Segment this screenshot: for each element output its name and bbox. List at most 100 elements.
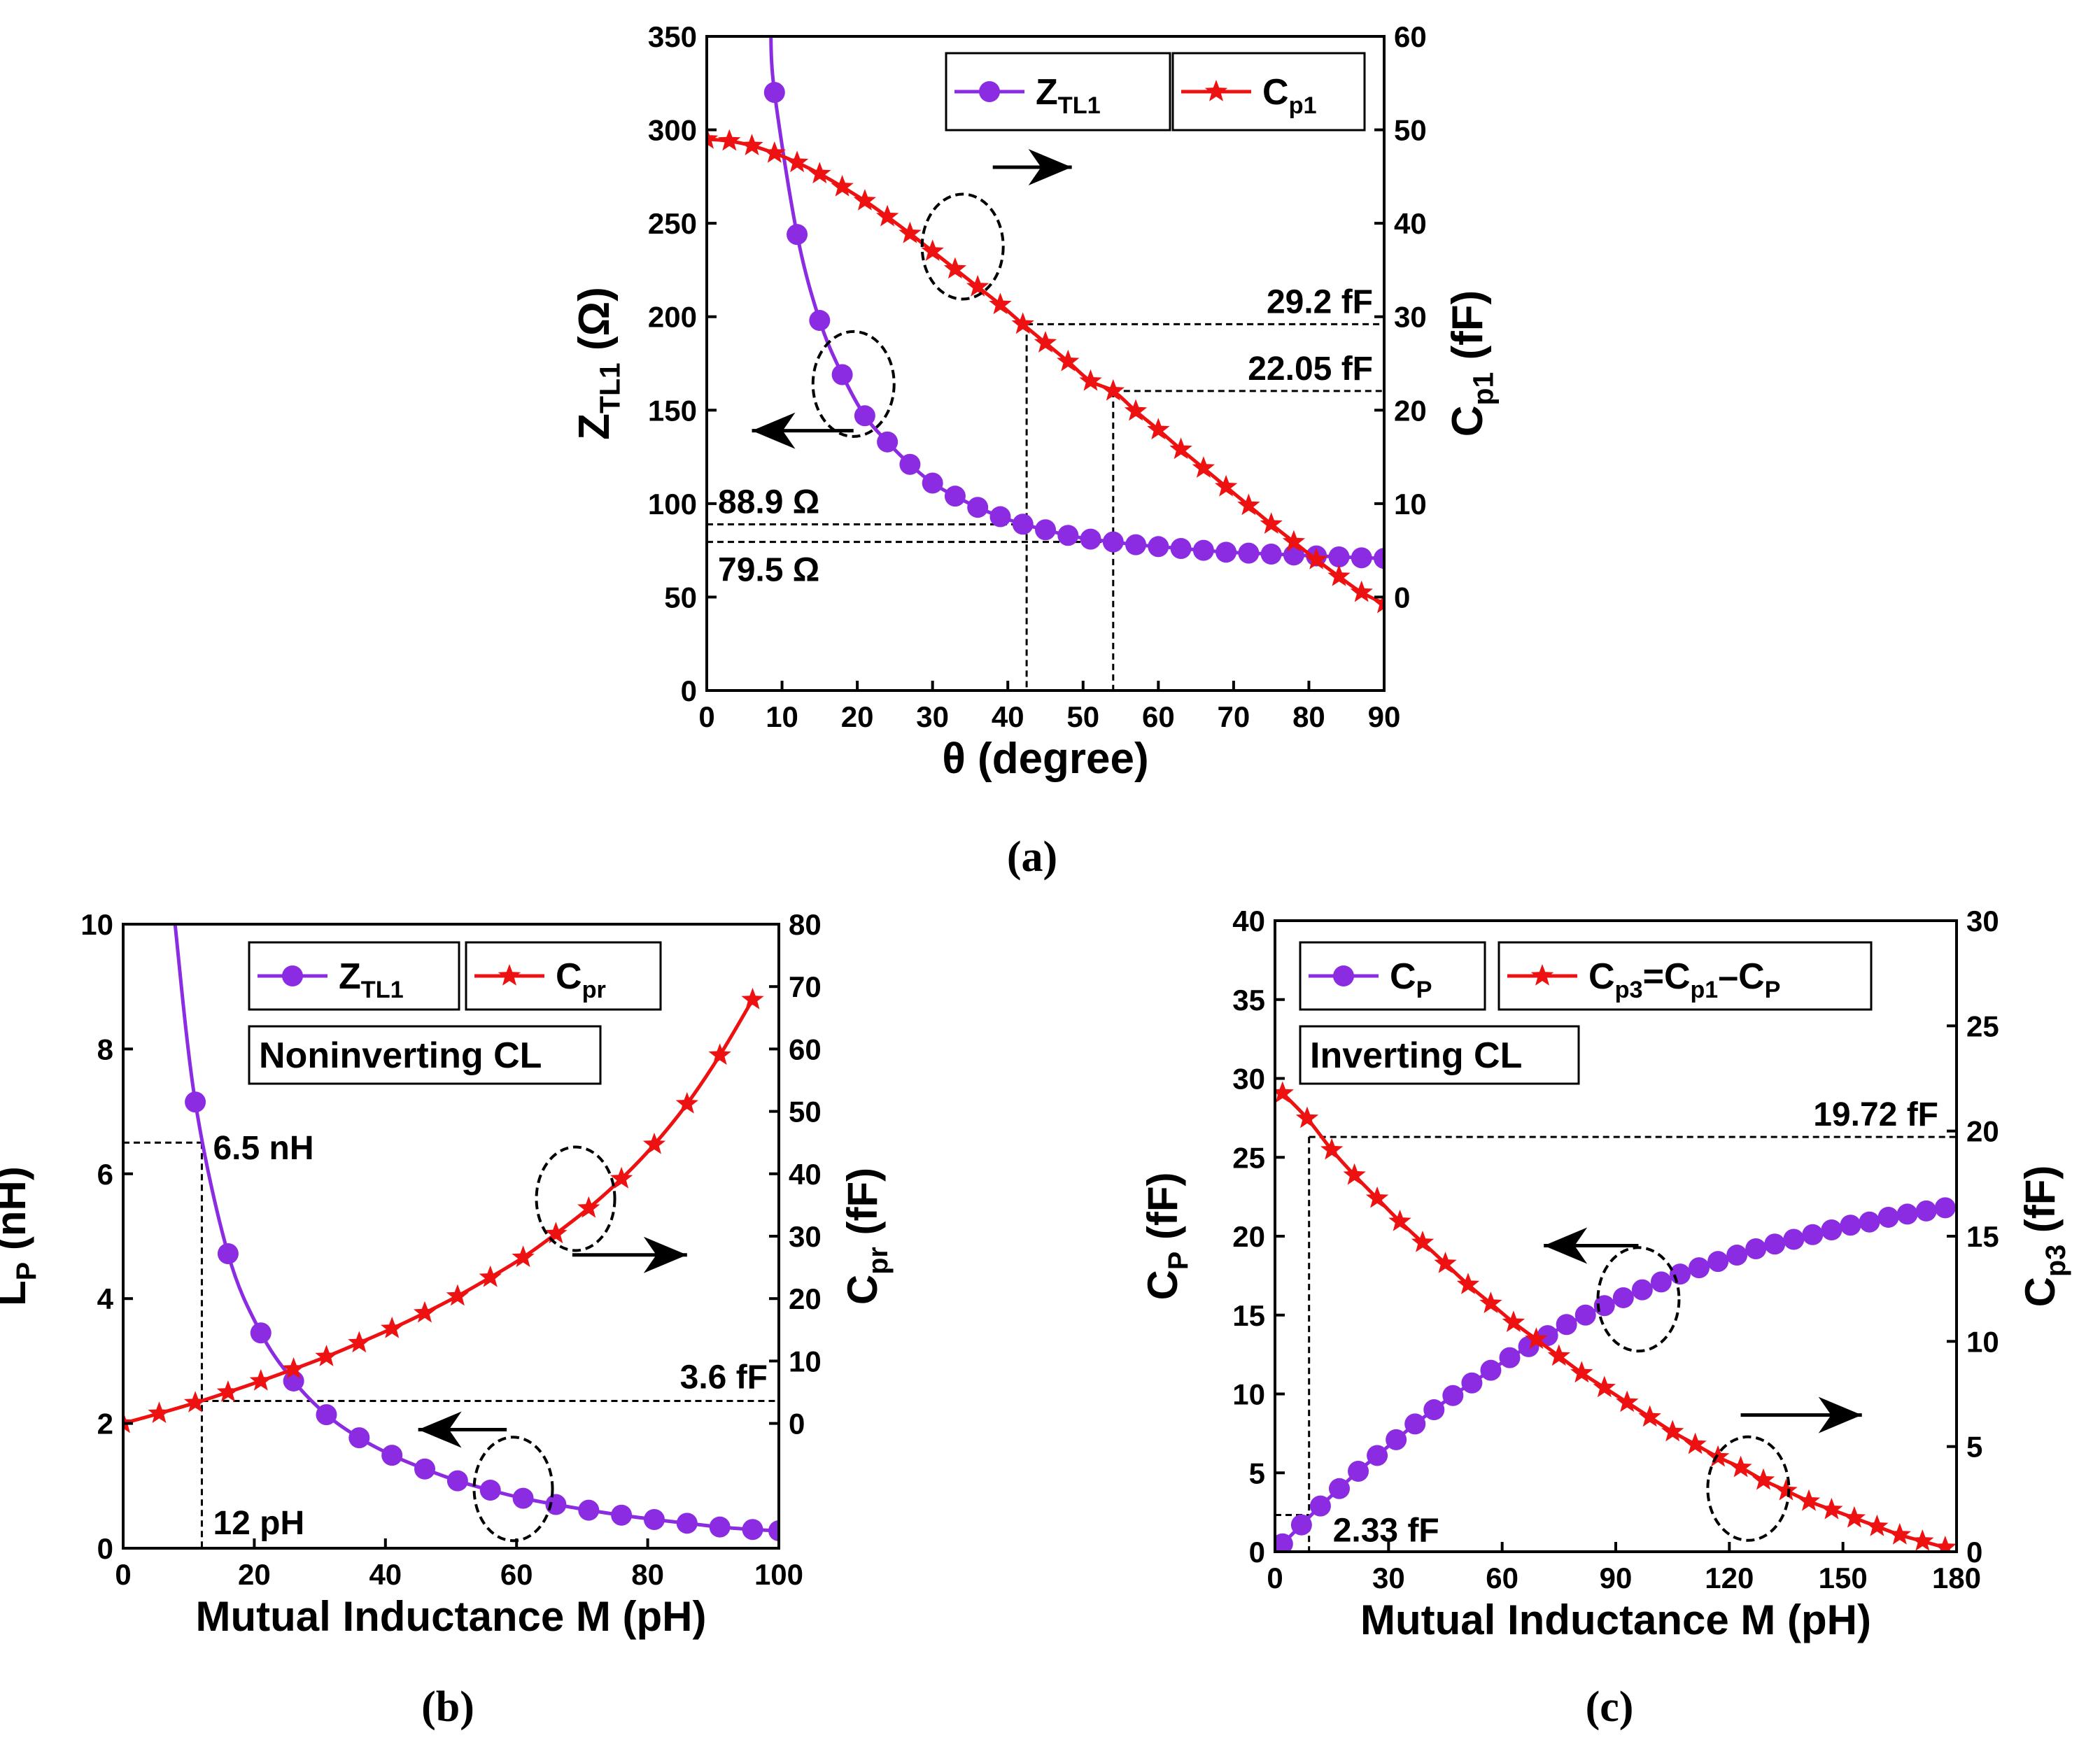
- y-left-label-text-main: C: [1139, 1270, 1186, 1300]
- legend-label-eq-sub: p1: [1691, 977, 1719, 1003]
- marker-C_pr: [348, 1331, 371, 1353]
- legend-C_pr: Cpr: [465, 941, 662, 1011]
- marker-C_pr: [249, 1368, 272, 1391]
- marker-C_p1: [943, 257, 967, 279]
- y-left-tick-label: 4: [97, 1282, 114, 1315]
- x-tick-label: 80: [631, 1558, 664, 1591]
- marker-C_p3: [1888, 1522, 1911, 1545]
- arrow-right-cp1-head: [1028, 149, 1072, 185]
- y-left-label-text: CP (fF): [1139, 1172, 1194, 1300]
- y-left-tick-label: 350: [648, 20, 697, 53]
- marker-Z_TL1: [899, 453, 921, 475]
- marker-C_P: [1877, 1206, 1899, 1228]
- x-tick-label: 80: [1292, 700, 1325, 733]
- marker-Z_TL1: [989, 506, 1011, 528]
- marker-Z_TL1: [1170, 537, 1192, 559]
- marker-C_p1: [1237, 493, 1260, 516]
- ellipse-cp3: [1706, 1435, 1791, 1542]
- marker-C_P: [1915, 1200, 1937, 1222]
- marker-Z_TL1: [512, 1487, 534, 1509]
- marker-C_p3: [1343, 1163, 1366, 1185]
- x-tick-label: 90: [1368, 700, 1401, 733]
- legend-label: Cpr: [556, 956, 606, 1003]
- marker-Z_TL1: [1057, 525, 1079, 546]
- marker-C_p3: [1547, 1344, 1570, 1366]
- y-right-tick-label: 0: [789, 1408, 805, 1440]
- marker-C_P: [1896, 1203, 1918, 1225]
- x-tick-label: 90: [1600, 1562, 1633, 1594]
- y-right-tick-label: 30: [1966, 905, 1999, 937]
- y-right-label-text: Cp1 (fF): [1444, 290, 1500, 437]
- marker-C_p1: [989, 292, 1012, 315]
- y-left-label-text-rest: (fF): [1139, 1172, 1186, 1251]
- legend-label-sub: P: [1416, 977, 1432, 1003]
- plot-frame: [705, 35, 1386, 692]
- y-right-tick-label: 70: [789, 970, 822, 1003]
- x-tick-label: 120: [1705, 1562, 1754, 1594]
- marker-Z_TL1: [787, 224, 808, 246]
- mode-label-box: Inverting CL: [1299, 1025, 1580, 1085]
- annotation-label: 29.2 fF: [1267, 283, 1373, 320]
- y-right-tick-label: 25: [1966, 1010, 1999, 1042]
- x-axis-label: Mutual Inductance M (pH): [1360, 1596, 1871, 1643]
- marker-C_P: [1556, 1314, 1577, 1336]
- annotations-c: 19.72 fF 2.33 fF: [1275, 1096, 1957, 1552]
- x-tick-label: 50: [1066, 700, 1099, 733]
- x-tick-label: 30: [916, 700, 949, 733]
- marker-C_p1: [966, 275, 989, 297]
- panel-caption: (b): [421, 1683, 474, 1731]
- marker-Z_TL1: [479, 1480, 501, 1501]
- y-left-tick-label: 35: [1232, 984, 1265, 1017]
- y-right-label-text-main: C: [2017, 1277, 2064, 1307]
- marker-C_P: [1689, 1257, 1710, 1279]
- x-tick-label: 100: [754, 1558, 803, 1591]
- marker-Z_TL1: [1080, 528, 1101, 550]
- marker-C_p3: [1434, 1252, 1457, 1273]
- y-left-tick-label: 0: [681, 674, 697, 707]
- legend-label-main: C: [1390, 956, 1416, 997]
- marker-C_p3: [1775, 1478, 1798, 1501]
- marker-Z_TL1: [809, 310, 831, 332]
- arrow-right-cpr-head: [643, 1236, 687, 1273]
- marker-Z_TL1: [1192, 539, 1214, 561]
- marker-C_pr: [577, 1196, 600, 1218]
- y-left-tick-label: 0: [97, 1532, 113, 1565]
- y-left-label-text: ZTL1 (Ω): [570, 287, 626, 440]
- marker-C_p1: [1260, 512, 1283, 534]
- marker-C_pr: [282, 1357, 305, 1379]
- marker-C_pr: [381, 1317, 404, 1338]
- x-tick-label: 0: [115, 1558, 131, 1591]
- marker-Z_TL1: [1102, 531, 1124, 553]
- marker-C_p1: [831, 175, 854, 197]
- y-right-tick-label: 15: [1966, 1220, 1999, 1253]
- marker-Z_TL1: [1035, 519, 1056, 541]
- x-tick-label: 10: [766, 700, 798, 733]
- series-Z_TL1: [763, 36, 1384, 569]
- legend-label-eq: =C: [1643, 956, 1691, 997]
- marker-C_pr: [675, 1091, 698, 1114]
- y-right-tick-label: 10: [1966, 1325, 1999, 1358]
- arrow-left-cp-head: [1544, 1227, 1588, 1264]
- y-left-tick-label: 25: [1232, 1141, 1265, 1174]
- marker-Z_TL1: [446, 1470, 468, 1492]
- y-right-label-text-rest: (fF): [839, 1168, 886, 1247]
- y-right-tick-label: 60: [1394, 20, 1427, 53]
- y-right-axis-label: Cpr (fF): [839, 1168, 894, 1305]
- marker-C_pr: [446, 1284, 469, 1306]
- marker-C_p1: [808, 162, 831, 184]
- legend-C_p3: Cp3=Cp1–CP: [1498, 941, 1873, 1011]
- marker-Z_TL1: [381, 1445, 403, 1466]
- marker-C_pr: [216, 1380, 240, 1402]
- arrow-left-ztl1-head: [752, 412, 796, 449]
- series-Z_TL1: [173, 924, 779, 1542]
- marker-Z_TL1: [831, 364, 853, 385]
- marker-Z_TL1: [922, 472, 943, 494]
- legend-label-main: Z: [339, 956, 361, 997]
- y-left-tick-label: 8: [97, 1033, 113, 1065]
- marker-C_p3: [1275, 1081, 1294, 1103]
- marker-C_pr: [642, 1132, 666, 1154]
- marker-C_p3: [1593, 1375, 1616, 1398]
- marker-Z_TL1: [1012, 514, 1034, 535]
- marker-C_P: [1612, 1287, 1634, 1308]
